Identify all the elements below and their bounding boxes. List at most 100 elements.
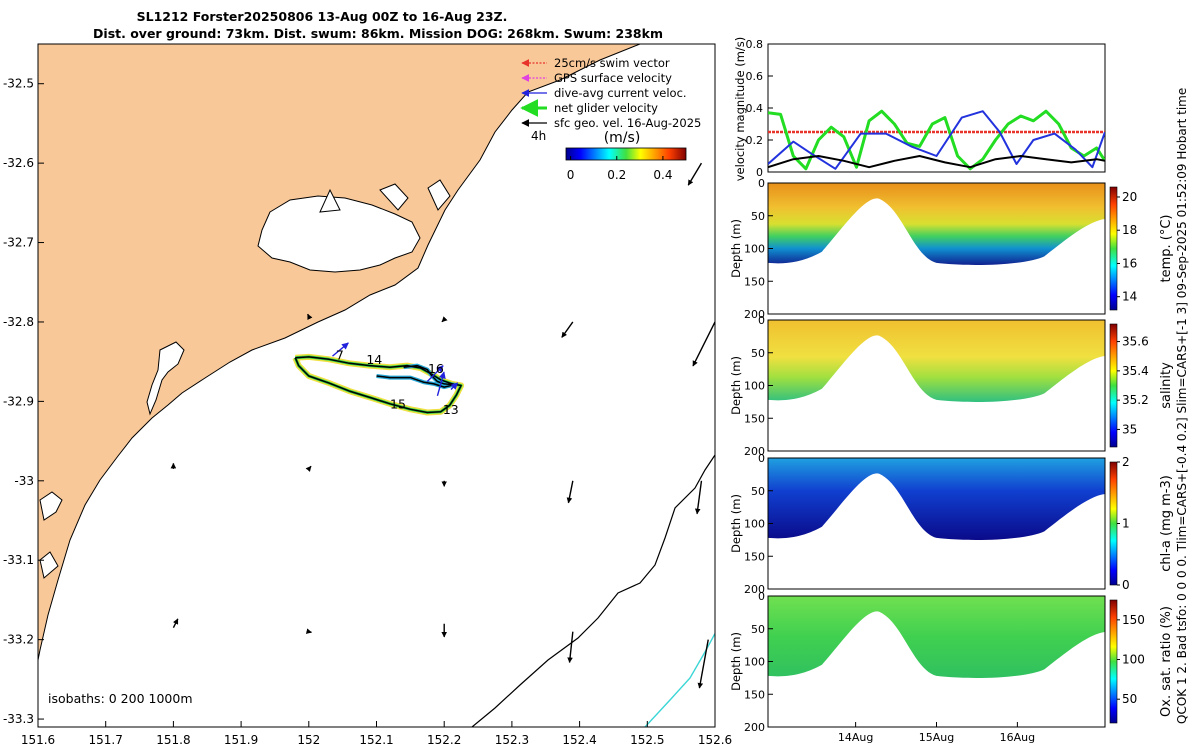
day-label: 14: [366, 352, 382, 367]
day-label: 7: [336, 347, 344, 362]
map-xtick-label: 151.7: [89, 733, 123, 747]
map-xtick-label: 152.1: [359, 733, 393, 747]
legend-label: 25cm/s swim vector: [554, 56, 670, 70]
depth-axis-label: Depth (m): [729, 356, 743, 415]
map-xtick-label: 152.2: [427, 733, 461, 747]
side-note: QCOK 1 2. Bad tsfo: 0 0 0 0. Tlim=CARS+[…: [1175, 88, 1189, 724]
map-ytick-label: -32.5: [3, 77, 34, 91]
lake-water: [257, 195, 421, 273]
current-arrow: [426, 365, 444, 383]
depth-tick-label: 200: [744, 583, 765, 596]
map-xtick-label: 152.5: [630, 733, 664, 747]
lake-water-2: [319, 179, 451, 213]
section-field: [768, 183, 1105, 265]
glider-track-line-2: [376, 364, 456, 388]
map-ytick-label: -33.2: [3, 633, 34, 647]
section-panel-salinity: 0 50 100 150 200 Depth (m) 35 35.2 35.4 35.6 salin…: [729, 314, 1174, 458]
depth-tick-label: 50: [751, 347, 765, 360]
section-colorbar: [1109, 186, 1118, 311]
depth-axis-label: Depth (m): [729, 494, 743, 553]
current-arrow: [450, 382, 459, 390]
current-arrow: [436, 371, 446, 397]
estuary-water: [39, 491, 63, 579]
velocity-frame: [767, 43, 1106, 173]
geostrophic-arrow: [697, 639, 709, 689]
colorbar-tick-label: 35.2: [1122, 393, 1149, 407]
colorbar-tick-label: 20: [1122, 190, 1137, 204]
colorbar-tick-label: 0.2: [607, 168, 626, 182]
colorbar-tick-label: 18: [1122, 223, 1137, 237]
glider-track-line: [294, 356, 462, 414]
vel-ytick-label: 0.2: [746, 134, 764, 147]
map-xtick-label: 151.6: [21, 733, 55, 747]
section-colorbar: [1109, 599, 1118, 724]
track-map: 7 14 16 15 13 151.6 151.7 151.8 151.9 152 152.1 15…: [3, 43, 732, 747]
depth-tick-label: 200: [744, 308, 765, 321]
legend-label: dive-avg current veloc.: [554, 86, 687, 100]
isobath-1000m: [471, 454, 715, 727]
section-label: Ox. sat. ratio (%): [1159, 606, 1174, 717]
day-label: 15: [390, 397, 406, 412]
geostrophic-arrow: [561, 321, 574, 338]
colorbar-tick-label: 14: [1122, 290, 1137, 304]
geostrophic-arrow: [694, 480, 703, 515]
depth-tick-label: 0: [758, 177, 765, 190]
section-label: temp. (°C): [1159, 215, 1174, 283]
map-ytick-label: -33: [14, 474, 34, 488]
speed-colorbar: [565, 147, 687, 161]
legend-label: net glider velocity: [554, 101, 658, 115]
title-line-2: Dist. over ground: 73km. Dist. swum: 86k…: [93, 26, 663, 41]
current-arrow: [332, 342, 349, 357]
depth-tick-label: 0: [758, 452, 765, 465]
map-ytick-label: -33.1: [3, 553, 34, 567]
section-panel-oxygen: 0 50 100 150 200 Depth (m) 50 100 150 Ox. sat. ra…: [729, 590, 1174, 734]
velocity-ylabel: velocity magnitude (m/s): [733, 37, 747, 182]
geostrophic-arrow: [307, 313, 313, 320]
geostrophic-arrow: [305, 628, 312, 634]
map-ytick-label: -33.3: [3, 712, 34, 726]
section-panel-temperature: 0 50 100 150 200 Depth (m) 14 16 18 20 temp. (°C): [729, 177, 1174, 321]
colorbar-tick-label: 0.4: [653, 168, 672, 182]
depth-tick-label: 150: [744, 688, 765, 701]
time-label: 16Aug: [1000, 731, 1035, 744]
depth-tick-label: 50: [751, 623, 765, 636]
depth-tick-label: 50: [751, 485, 765, 498]
section-label: salinity: [1159, 362, 1174, 409]
map-xtick-label: 151.8: [156, 733, 190, 747]
depth-tick-label: 150: [744, 275, 765, 288]
colorbar-tick-label: 35.4: [1122, 364, 1149, 378]
section-colorbar: [1109, 461, 1118, 586]
depth-tick-label: 100: [744, 243, 765, 256]
depth-tick-label: 150: [744, 412, 765, 425]
vel-ytick-label: 0: [756, 166, 763, 179]
section-field: [768, 320, 1105, 402]
geostrophic-arrow: [687, 162, 703, 186]
colorbar-tick-label: 35.6: [1122, 335, 1149, 349]
day-label: 13: [443, 402, 459, 417]
depth-tick-label: 0: [758, 590, 765, 603]
colorbar-tick-label: 16: [1122, 256, 1137, 270]
map-ytick-label: -32.7: [3, 236, 34, 250]
isobaths-label: isobaths: 0 200 1000m: [48, 691, 193, 706]
velocity-series-2: [768, 110, 1105, 170]
geostrophic-arrow: [172, 618, 179, 629]
velocity-series-1: [768, 109, 1105, 171]
vel-ytick-label: 0.6: [746, 70, 764, 83]
depth-tick-label: 50: [751, 210, 765, 223]
day-label: 16: [428, 361, 444, 376]
map-xtick-label: 152: [297, 733, 320, 747]
depth-axis-label: Depth (m): [729, 219, 743, 278]
map-xtick-label: 152.4: [562, 733, 596, 747]
colorbar-tick-label: 0: [567, 168, 575, 182]
depth-tick-label: 150: [744, 550, 765, 563]
depth-tick-label: 0: [758, 314, 765, 327]
map-xtick-label: 151.9: [224, 733, 258, 747]
vel-ytick-label: 0.8: [746, 38, 764, 51]
section-field: [768, 458, 1105, 540]
land-mass: [38, 44, 641, 661]
section-colorbar: [1109, 323, 1118, 448]
colorbar-tick-label: 50: [1122, 692, 1137, 706]
